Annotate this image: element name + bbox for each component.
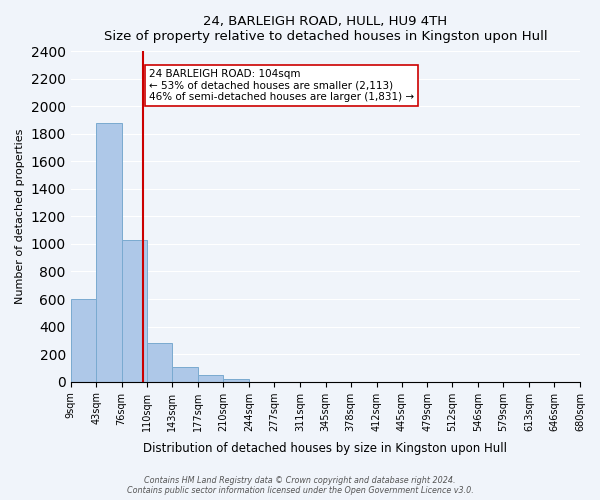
Bar — [172, 366, 198, 382]
Bar — [148, 343, 172, 382]
Title: 24, BARLEIGH ROAD, HULL, HU9 4TH
Size of property relative to detached houses in: 24, BARLEIGH ROAD, HULL, HU9 4TH Size of… — [104, 15, 547, 43]
Bar — [223, 379, 249, 382]
Y-axis label: Number of detached properties: Number of detached properties — [15, 128, 25, 304]
Bar — [122, 240, 148, 382]
Bar — [71, 299, 97, 382]
Text: 24 BARLEIGH ROAD: 104sqm
← 53% of detached houses are smaller (2,113)
46% of sem: 24 BARLEIGH ROAD: 104sqm ← 53% of detach… — [149, 69, 414, 102]
Text: Contains HM Land Registry data © Crown copyright and database right 2024.
Contai: Contains HM Land Registry data © Crown c… — [127, 476, 473, 495]
Bar — [198, 376, 223, 382]
X-axis label: Distribution of detached houses by size in Kingston upon Hull: Distribution of detached houses by size … — [143, 442, 508, 455]
Bar — [97, 122, 122, 382]
